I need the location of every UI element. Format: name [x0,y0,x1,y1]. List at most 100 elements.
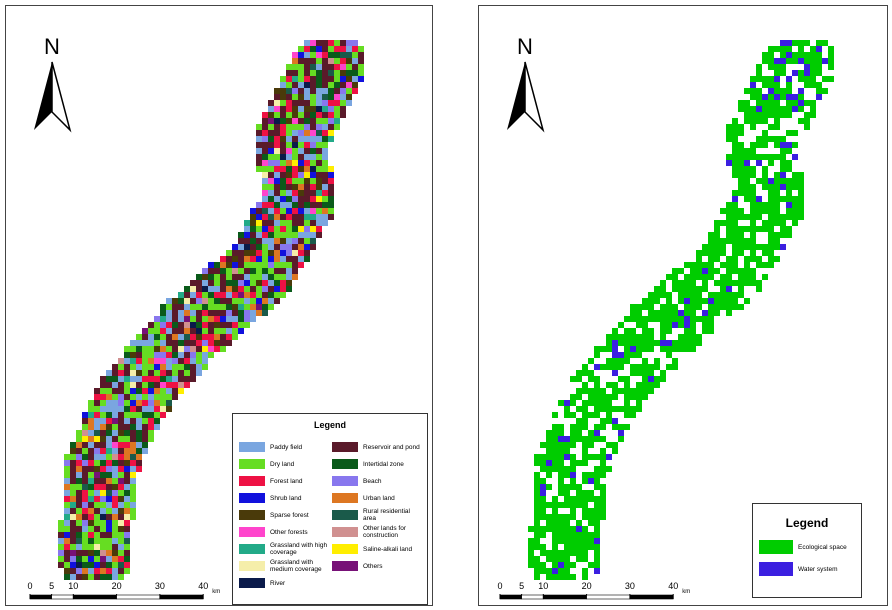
map-cell [130,406,136,412]
map-cell [106,382,112,388]
map-cell [528,550,534,556]
map-cell [184,352,190,358]
map-cell [310,214,316,220]
map-cell [774,178,780,184]
map-cell [798,178,804,184]
map-cell [684,310,690,316]
map-cell [750,124,756,130]
map-cell [678,292,684,298]
map-cell [600,394,606,400]
map-cell [540,550,546,556]
map-cell [630,346,636,352]
map-cell [304,178,310,184]
map-cell [792,220,798,226]
map-cell [94,400,100,406]
map-cell [274,220,280,226]
map-cell [286,130,292,136]
map-cell [310,100,316,106]
map-cell [106,550,112,556]
map-cell [534,496,540,502]
map-cell [226,340,232,346]
map-cell [768,106,774,112]
map-cell [238,280,244,286]
map-cell [666,292,672,298]
map-cell [358,64,364,70]
map-cell [648,310,654,316]
map-cell [160,364,166,370]
map-cell [166,382,172,388]
map-cell [244,244,250,250]
map-cell [594,394,600,400]
map-cell [280,172,286,178]
map-cell [298,166,304,172]
map-cell [672,310,678,316]
map-cell [298,118,304,124]
map-cell [774,196,780,202]
map-cell [564,526,570,532]
map-cell [774,46,780,52]
map-cell [304,202,310,208]
map-cell [262,154,268,160]
map-cell [654,286,660,292]
map-cell [256,304,262,310]
map-cell [196,316,202,322]
scale-segment [500,595,522,599]
map-cell [70,478,76,484]
map-cell [76,526,82,532]
map-cell [154,406,160,412]
map-cell [256,124,262,130]
map-cell [558,556,564,562]
map-cell [298,106,304,112]
map-cell [594,436,600,442]
map-cell [280,232,286,238]
map-cell [558,538,564,544]
map-cell [642,370,648,376]
map-cell [94,466,100,472]
map-cell [328,40,334,46]
map-cell [208,334,214,340]
map-cell [262,172,268,178]
map-cell [600,400,606,406]
map-cell [58,520,64,526]
map-cell [70,544,76,550]
map-cell [582,448,588,454]
map-cell [250,250,256,256]
map-cell [756,106,762,112]
map-cell [528,526,534,532]
map-cell [798,208,804,214]
map-cell [124,544,130,550]
map-cell [540,454,546,460]
map-cell [340,82,346,88]
map-cell [112,424,118,430]
map-cell [262,232,268,238]
map-cell [534,508,540,514]
map-cell [274,172,280,178]
map-cell [654,382,660,388]
map-cell [208,346,214,352]
map-cell [828,64,834,70]
map-cell [106,460,112,466]
map-cell [582,388,588,394]
map-cell [666,346,672,352]
map-cell [744,280,750,286]
map-cell [256,148,262,154]
map-cell [612,406,618,412]
scale-segment [160,595,203,599]
map-cell [94,394,100,400]
map-cell [582,574,588,580]
map-cell [250,256,256,262]
legend-label: Beach [363,478,381,485]
map-cell [154,358,160,364]
map-cell [618,340,624,346]
map-cell [630,310,636,316]
legend-label: Grassland with high coverage [270,542,328,556]
map-cell [76,496,82,502]
map-cell [118,520,124,526]
map-cell [268,244,274,250]
map-cell [154,364,160,370]
map-cell [528,538,534,544]
map-cell [744,88,750,94]
map-cell [738,304,744,310]
map-cell [208,274,214,280]
map-cell [636,382,642,388]
